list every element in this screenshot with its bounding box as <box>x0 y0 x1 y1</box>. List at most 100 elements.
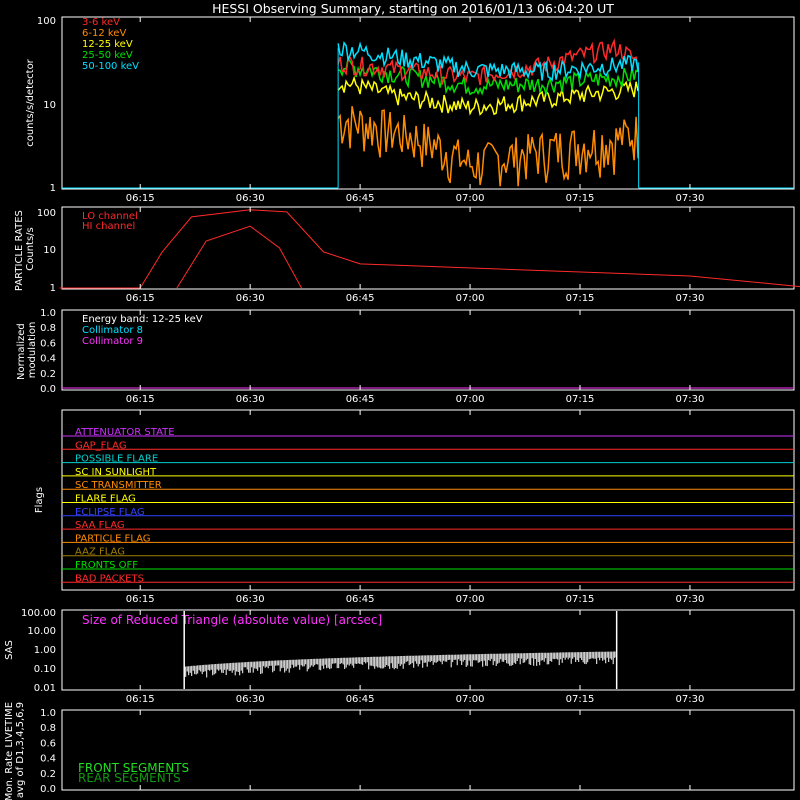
xtick-label: 07:15 <box>566 193 595 204</box>
legend-3-6-kev: 3-6 keV <box>82 17 120 28</box>
xtick-label: 06:15 <box>126 594 155 605</box>
ytick-label: 0.8 <box>40 323 56 334</box>
panel-1-legend: 3-6 keV 6-12 keV 12-25 keV 25-50 keV 50-… <box>82 17 139 72</box>
panel-3-frame <box>61 309 795 391</box>
panel-2-ylabel: PARTICLE RATES Counts/s <box>14 207 36 291</box>
ytick-label: 0.0 <box>40 784 56 795</box>
xtick-label: 07:00 <box>456 594 485 605</box>
xtick-label: 06:15 <box>126 293 155 304</box>
panel-1-frame <box>61 16 795 190</box>
panel-3-yticks: 1.0 0.8 0.6 0.4 0.2 0.0 <box>40 308 56 395</box>
legend-12-25-kev: 12-25 keV <box>82 39 133 50</box>
sas-annotation: Size of Reduced Triangle (absolute value… <box>82 613 382 627</box>
series-line <box>337 41 639 82</box>
legend-hi-channel: HI channel <box>82 221 135 232</box>
xtick-label: 06:30 <box>236 293 265 304</box>
legend-front-segments: FRONT SEGMENTS <box>78 761 189 775</box>
panel-2-frame <box>61 206 795 290</box>
xtick-label: 07:30 <box>676 193 705 204</box>
p1-ytick-10: 10 <box>43 100 56 111</box>
panel-1-series <box>62 38 794 189</box>
xtick-label: 07:00 <box>456 293 485 304</box>
p5-ytick-01: 0.10 <box>34 664 56 675</box>
xtick-label: 07:15 <box>566 694 595 705</box>
legend-6-12-kev: 6-12 keV <box>82 28 126 39</box>
flag-label: GAP_FLAG <box>75 440 127 451</box>
xtick-label: 07:30 <box>676 694 705 705</box>
flag-label: ATTENUATOR STATE <box>75 427 175 438</box>
xtick-label: 07:15 <box>566 394 595 405</box>
ytick-label: 0.8 <box>40 723 56 734</box>
xtick-label: 07:00 <box>456 694 485 705</box>
hi-channel-line <box>176 225 302 289</box>
panel-5-ylabel: SAS <box>4 640 15 660</box>
panel-3-ylabel: Normalized modulation <box>16 320 38 380</box>
xtick-label: 06:15 <box>126 394 155 405</box>
page-title: HESSI Observing Summary, starting on 201… <box>212 1 614 16</box>
ytick-label: 0.0 <box>40 384 56 395</box>
xtick-label: 06:45 <box>346 694 375 705</box>
panel-2-yticks: 100 10 1 <box>37 208 56 294</box>
legend-rear-segments: REAR SEGMENTS <box>78 771 181 785</box>
p1-ytick-100: 100 <box>37 16 56 27</box>
xtick-label: 06:15 <box>126 193 155 204</box>
ytick-label: 0.6 <box>40 338 56 349</box>
xtick-label: 06:15 <box>126 694 155 705</box>
ytick-label: 0.4 <box>40 354 56 365</box>
panel-1-yticks: 100 10 1 <box>37 16 56 194</box>
p5-ytick-1: 1.00 <box>34 645 56 656</box>
xtick-label: 06:45 <box>346 293 375 304</box>
xtick-label: 07:00 <box>456 193 485 204</box>
series-line <box>337 75 639 116</box>
series-line <box>337 56 639 97</box>
flag-label: SC IN SUNLIGHT <box>75 467 157 478</box>
p5-ytick-001: 0.01 <box>34 683 56 694</box>
xtick-label: 07:30 <box>676 293 705 304</box>
xtick-label: 06:30 <box>236 594 265 605</box>
ytick-label: 0.6 <box>40 738 56 749</box>
xtick-label: 06:45 <box>346 394 375 405</box>
ytick-label: 0.4 <box>40 754 56 765</box>
panel-5-frame <box>61 609 795 691</box>
p5-ytick-100: 100.00 <box>21 608 56 619</box>
xtick-label: 06:45 <box>346 193 375 204</box>
p5-ytick-10: 10.00 <box>27 626 56 637</box>
ytick-label: 1.0 <box>40 308 56 319</box>
flag-label: FRONTS OFF <box>75 560 138 571</box>
flag-label: FLARE FLAG <box>75 494 136 505</box>
xtick-label: 06:30 <box>236 694 265 705</box>
panel-5-series <box>183 611 618 689</box>
p2-ytick-1: 1 <box>50 283 56 294</box>
series-line <box>337 106 639 187</box>
flag-label: BAD PACKETS <box>75 573 144 584</box>
flag-label: PARTICLE FLAG <box>75 533 151 544</box>
panel-4-frame <box>61 409 795 591</box>
legend-collimator-9: Collimator 9 <box>82 336 143 347</box>
panel-4-ylabel: Flags <box>34 487 45 513</box>
p2-ytick-100: 100 <box>37 208 56 219</box>
xtick-label: 06:30 <box>236 193 265 204</box>
legend-50-100-kev: 50-100 keV <box>82 61 139 72</box>
panel-1-ylabel: counts/s/detector <box>25 58 36 146</box>
flag-label: SC TRANSMITTER <box>75 480 162 491</box>
xtick-label: 07:15 <box>566 594 595 605</box>
xtick-label: 06:45 <box>346 594 375 605</box>
ytick-label: 1.0 <box>40 708 56 719</box>
xtick-label: 07:30 <box>676 594 705 605</box>
sas-line <box>183 651 617 678</box>
p1-ytick-1: 1 <box>50 183 56 194</box>
legend-25-50-kev: 25-50 keV <box>82 50 133 61</box>
flag-label: ECLIPSE FLAG <box>75 507 145 518</box>
flag-label: SAA FLAG <box>75 520 125 531</box>
xtick-label: 06:30 <box>236 394 265 405</box>
legend-lo-channel: LO channel <box>82 211 138 222</box>
panel-6-frame <box>61 709 795 791</box>
p2-ytick-10: 10 <box>43 245 56 256</box>
ytick-label: 0.2 <box>40 369 56 380</box>
energy-band-annotation: Energy band: 12-25 keV <box>82 314 203 325</box>
panel-6-yticks: 1.0 0.8 0.6 0.4 0.2 0.0 <box>40 708 56 795</box>
xtick-label: 07:00 <box>456 394 485 405</box>
panel-2-series <box>59 209 800 289</box>
lo-channel-line <box>59 209 800 289</box>
